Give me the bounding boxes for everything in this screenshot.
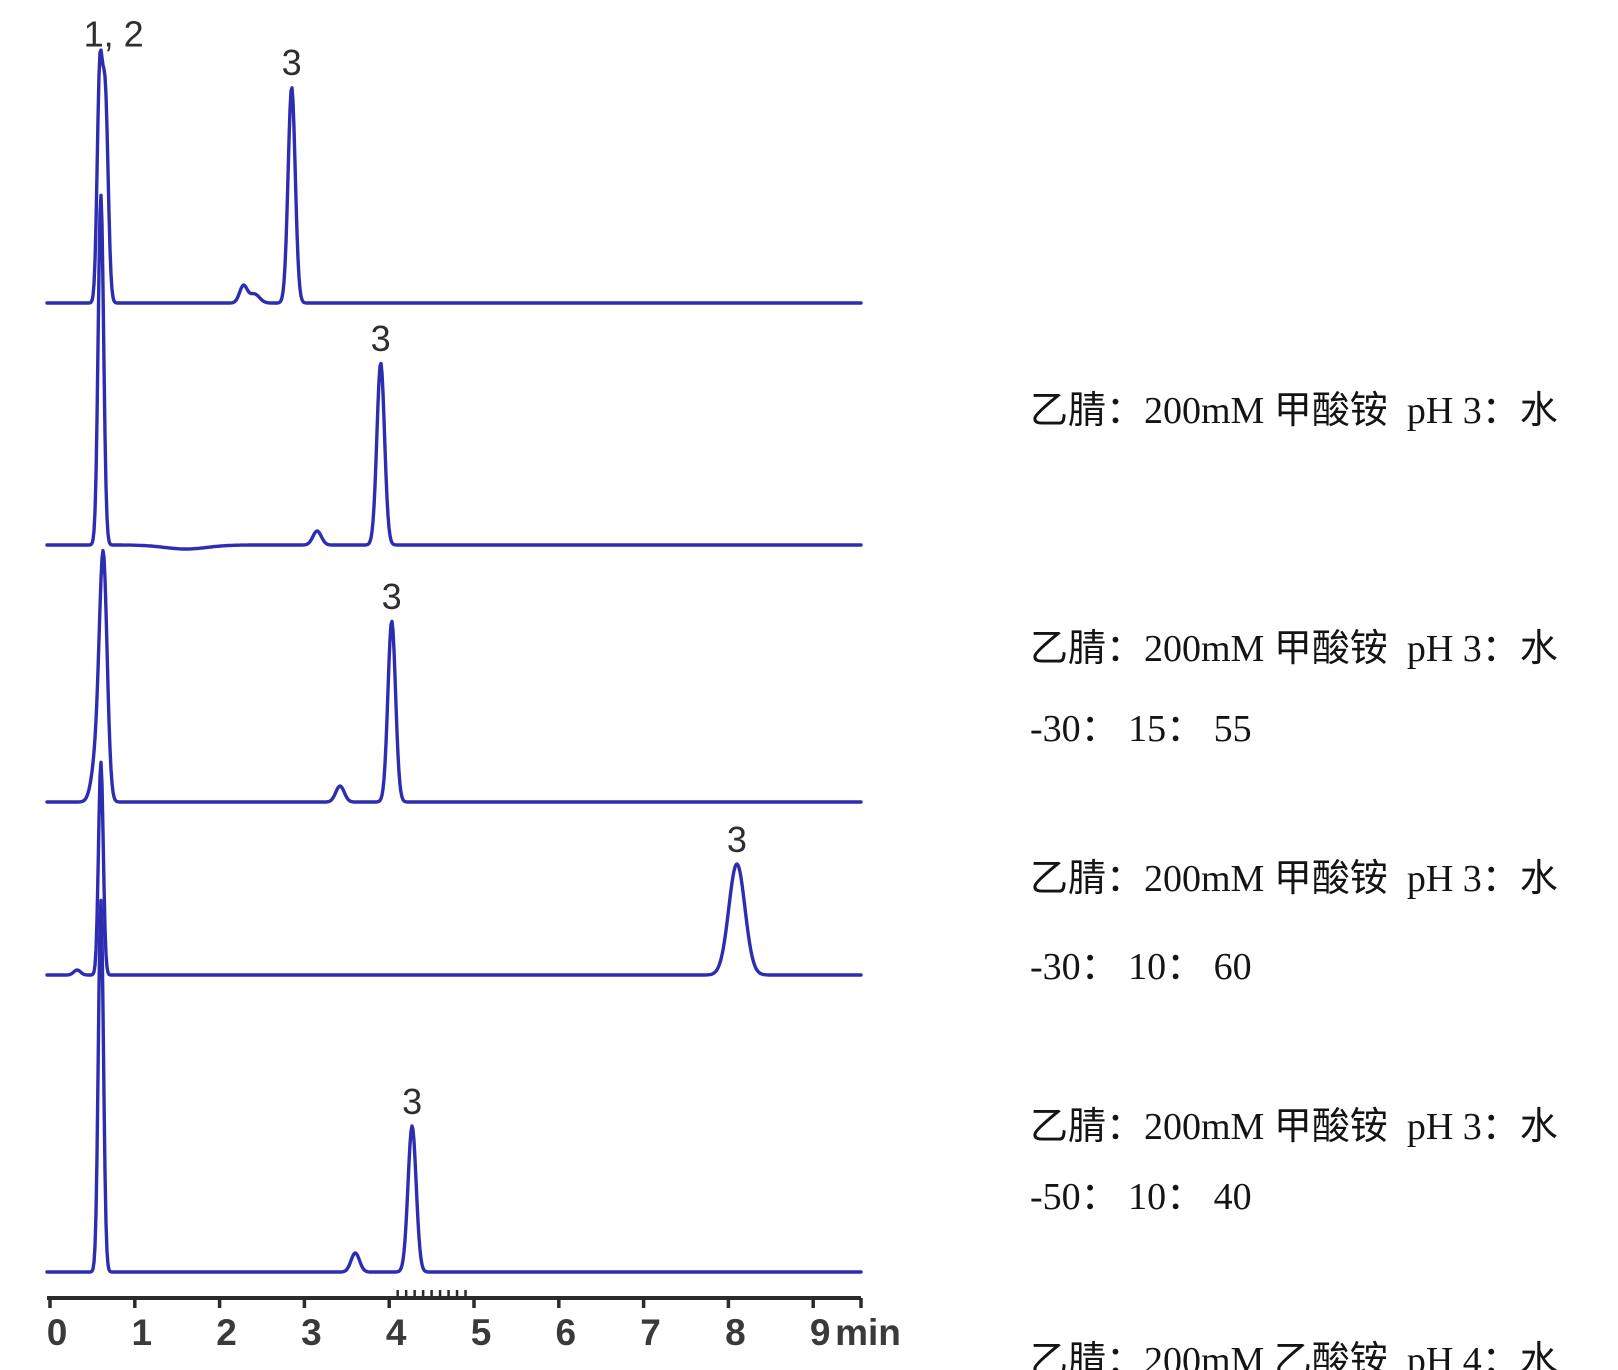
x-tick-label: 9: [810, 1312, 831, 1353]
peak-label: 1, 2: [84, 14, 144, 55]
eluent-annotation-2: 乙腈：200mM 甲酸铵 pH 3：水 -30： 10： 60: [1030, 384, 1590, 1232]
trace-line-1: [45, 48, 863, 305]
x-tick-label: 3: [301, 1312, 322, 1353]
x-tick-label: 7: [640, 1312, 661, 1353]
eluent-line1: 乙腈：200mM 甲酸铵 pH 3：水: [1030, 1106, 1558, 1148]
eluent-annotation-1: 乙腈：200mM 甲酸铵 pH 3：水 -30： 15： 55: [1030, 146, 1590, 994]
eluent-line2: -50： 10： 40: [1030, 1176, 1252, 1218]
x-tick-label: 6: [556, 1312, 577, 1353]
peak-label: 3: [402, 1081, 422, 1122]
x-tick-label: 8: [725, 1312, 746, 1353]
eluent-line2: -30： 15： 55: [1030, 708, 1252, 750]
eluent-line2: -30： 10： 60: [1030, 946, 1252, 988]
peak-label: 3: [282, 42, 302, 83]
eluent-line1: 乙腈：200mM 甲酸铵 pH 3：水: [1030, 858, 1558, 900]
eluent-line1: 乙腈：200mM 乙酸铵 pH 4：水: [1030, 1340, 1558, 1370]
eluent-line1: 乙腈：200mM 甲酸铵 pH 3：水: [1030, 390, 1558, 432]
eluent-line1: 乙腈：200mM 甲酸铵 pH 3：水: [1030, 628, 1558, 670]
eluent-annotation-4: 乙腈：200mM 甲酸铵 pH 3：水 -70： 5： 25: [1030, 862, 1590, 1370]
trace-line-3: [45, 548, 863, 804]
x-tick-label: 5: [471, 1312, 492, 1353]
eluent-annotation-3: 乙腈：200mM 甲酸铵 pH 3：水 -50： 10： 40: [1030, 614, 1590, 1370]
x-tick-label: 4: [386, 1312, 407, 1353]
eluent-annotation-5: 乙腈：200mM 乙酸铵 pH 4：水 -30： 10： 60 │: [1030, 1096, 1590, 1370]
x-axis-unit-label: min: [835, 1312, 901, 1353]
x-tick-label: 2: [216, 1312, 237, 1353]
x-tick-label: 0: [47, 1312, 68, 1353]
trace-line-5: [45, 898, 863, 1274]
trace-line-2: [45, 193, 863, 551]
trace-line-4: [45, 760, 863, 977]
peak-label: 3: [727, 819, 747, 860]
peak-label: 3: [371, 318, 391, 359]
x-tick-label: 1: [132, 1312, 153, 1353]
peak-label: 3: [382, 576, 402, 617]
